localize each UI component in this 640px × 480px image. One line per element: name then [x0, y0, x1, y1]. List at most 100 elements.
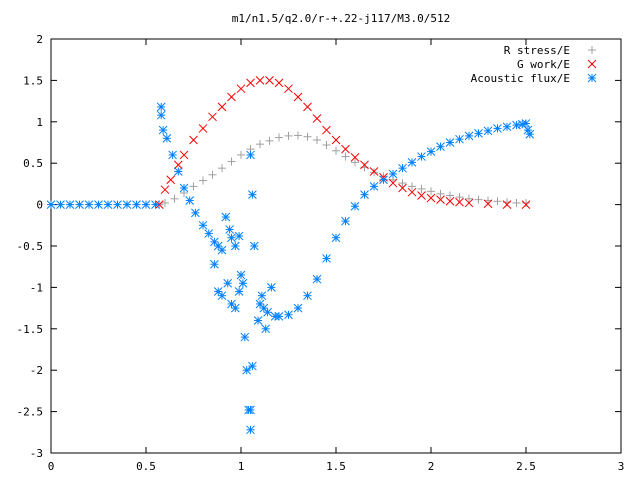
data-point — [198, 124, 208, 133]
data-point — [521, 200, 531, 209]
data-point — [341, 144, 350, 154]
data-point — [240, 332, 250, 342]
data-point — [189, 135, 198, 145]
axis-ticks — [50, 38, 622, 454]
data-point — [502, 200, 512, 209]
data-point — [322, 125, 331, 135]
data-point — [265, 136, 274, 145]
data-point — [426, 147, 436, 156]
data-point — [369, 182, 379, 191]
data-point — [426, 193, 436, 203]
data-point — [464, 198, 474, 208]
legend-label: G work/E — [517, 58, 570, 71]
series-0-points — [155, 131, 530, 209]
data-point — [185, 196, 195, 205]
data-point — [312, 274, 322, 284]
data-point — [417, 152, 426, 161]
data-point — [350, 201, 360, 211]
data-point — [65, 200, 75, 209]
data-point — [236, 270, 246, 280]
data-point — [303, 291, 312, 301]
data-point — [168, 150, 177, 160]
data-point — [248, 190, 257, 200]
data-point — [360, 190, 369, 200]
data-point — [189, 182, 198, 191]
x-axis-tick-labels: 0 0.5 1 1.5 2 2.5 3 — [48, 460, 625, 473]
data-point — [234, 231, 244, 241]
data-point — [162, 134, 172, 143]
data-point — [246, 425, 255, 435]
legend-marker — [587, 73, 597, 83]
x-tick-label: 0 — [48, 460, 55, 473]
data-point — [322, 254, 331, 263]
data-point — [217, 245, 227, 255]
data-point — [227, 92, 236, 102]
data-point — [218, 164, 226, 173]
data-point — [284, 310, 293, 320]
data-point — [474, 195, 483, 204]
data-point — [84, 200, 94, 209]
data-point — [436, 142, 445, 151]
chart-title: m1/n1.5/q2.0/r-+.22-j117/M3.0/512 — [232, 12, 451, 25]
data-point — [199, 176, 207, 185]
data-point — [407, 187, 417, 197]
data-point — [198, 220, 208, 230]
y-tick-label: -1 — [30, 281, 43, 294]
y-axis-tick-labels: 2 1.5 1 0.5 0 -0.5 -1 -1.5 -2 -2.5 -3 — [17, 33, 44, 460]
data-point — [173, 160, 183, 170]
data-point — [179, 183, 189, 193]
data-point — [341, 216, 350, 226]
data-point — [238, 278, 248, 288]
legend-marker — [588, 46, 596, 54]
data-point — [265, 76, 274, 85]
y-tick-label: -1.5 — [17, 323, 44, 336]
data-point — [246, 150, 255, 160]
data-point — [94, 200, 103, 209]
data-point — [242, 365, 252, 375]
series-2-points — [46, 102, 535, 435]
data-point — [388, 178, 398, 188]
data-point — [303, 102, 312, 112]
data-point — [227, 157, 236, 166]
data-point — [483, 199, 493, 209]
data-point — [179, 150, 189, 160]
data-point — [161, 198, 169, 207]
data-point — [483, 126, 493, 136]
data-point — [284, 131, 293, 140]
data-point — [113, 200, 122, 209]
data-point — [261, 324, 271, 334]
data-point — [398, 179, 407, 188]
data-point — [493, 124, 502, 133]
data-point — [75, 200, 84, 209]
data-point — [217, 102, 227, 112]
data-point — [436, 195, 445, 204]
data-point — [56, 200, 65, 209]
data-point — [408, 182, 416, 191]
data-point — [465, 194, 473, 203]
data-point — [521, 119, 531, 128]
y-tick-label: 1 — [36, 116, 43, 129]
data-point — [274, 78, 284, 88]
data-point — [173, 167, 183, 176]
data-point — [398, 183, 407, 193]
data-point — [446, 191, 454, 200]
data-point — [170, 194, 179, 203]
data-point — [246, 405, 255, 415]
data-point — [512, 198, 521, 207]
data-point — [313, 136, 321, 145]
data-point — [263, 307, 272, 317]
y-tick-label: -0.5 — [17, 240, 44, 253]
data-point — [294, 131, 302, 140]
data-point — [445, 138, 455, 147]
data-point — [388, 169, 398, 179]
data-point — [158, 125, 168, 135]
data-point — [275, 133, 283, 142]
series-layer — [46, 76, 535, 435]
data-point — [208, 112, 217, 122]
data-point — [234, 287, 244, 296]
data-point — [249, 241, 259, 251]
data-point — [312, 114, 322, 123]
data-point — [322, 140, 331, 149]
data-point — [141, 200, 151, 209]
